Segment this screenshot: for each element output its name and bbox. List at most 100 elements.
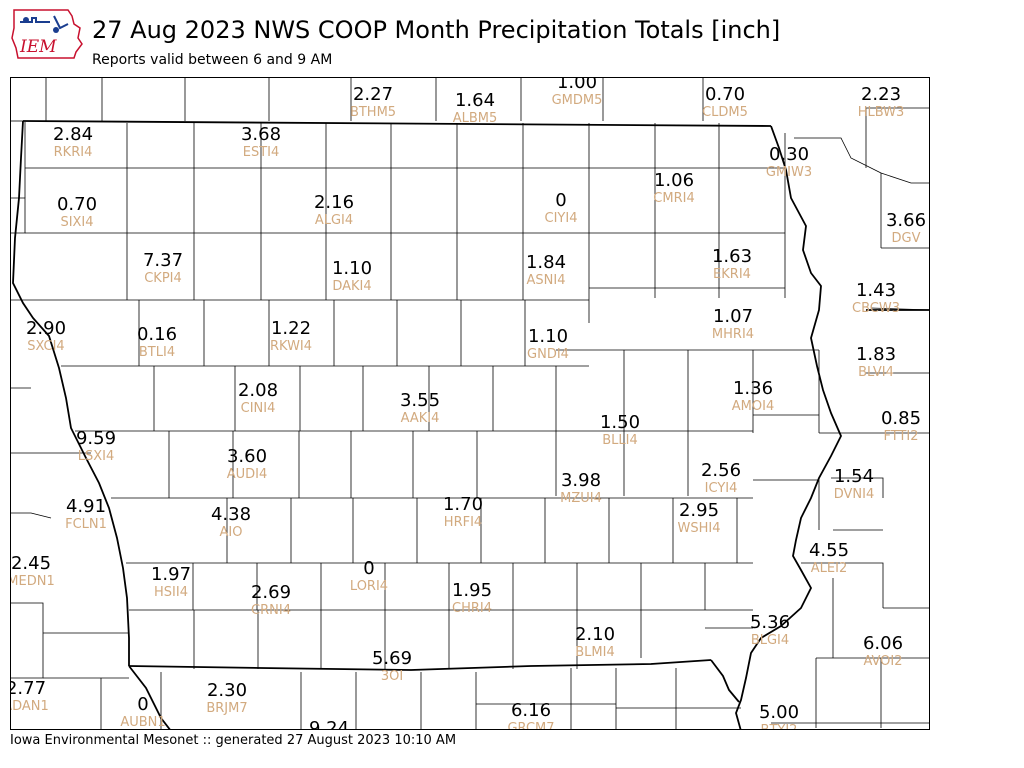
station-label: 5.00BTYI2 xyxy=(759,704,799,730)
station-id: AUDI4 xyxy=(226,467,268,482)
station-id: ALEI2 xyxy=(810,561,848,576)
precip-value: 1.10 xyxy=(527,326,569,347)
precip-value: 1.84 xyxy=(525,252,567,273)
station-id: 3OI xyxy=(380,669,404,684)
station-label: 2.45 MEDN1 xyxy=(10,555,55,589)
station-label: 9.24 xyxy=(309,720,349,730)
station-id: MHRI4 xyxy=(711,327,755,342)
county-borders xyxy=(11,78,929,729)
station-id: CRNI4 xyxy=(251,603,291,618)
station-label: 4.55 ALEI2 xyxy=(808,540,850,576)
station-id: GMIW3 xyxy=(765,165,813,180)
station-label: 3.68 ESTI4 xyxy=(240,124,282,160)
station-id: CKPI4 xyxy=(144,271,182,286)
precip-value: 2.69 xyxy=(250,582,292,603)
station-id: MEDN1 xyxy=(10,574,55,589)
station-id: ICYI4 xyxy=(704,481,738,496)
station-id: CHRI4 xyxy=(451,601,492,616)
precip-value: 1.50 xyxy=(599,412,641,433)
precip-value: 0.85 xyxy=(880,408,922,429)
station-label: 3.66 DGV xyxy=(886,212,926,246)
precip-value: 5.00 xyxy=(758,702,800,723)
station-label: 7.37 CKPI4 xyxy=(142,250,184,286)
map-title: 27 Aug 2023 NWS COOP Month Precipitation… xyxy=(92,16,781,44)
station-id: GNDI4 xyxy=(527,347,569,362)
station-label: 0.70 CLDM5 xyxy=(702,86,748,120)
precip-value: 2.90 xyxy=(25,318,67,339)
station-id: AIO xyxy=(219,525,243,540)
station-label: 2.10 BLMI4 xyxy=(575,626,615,660)
map-subtitle: Reports valid between 6 and 9 AM xyxy=(92,52,333,68)
precip-value: 0.70 xyxy=(56,194,98,215)
station-label: 6.16 GRCM7 xyxy=(507,702,554,730)
precip-value: 2.95 xyxy=(678,500,720,521)
station-id: AMOI4 xyxy=(731,399,775,414)
precip-value: 3.55 xyxy=(399,390,441,411)
state-borders xyxy=(12,120,929,729)
station-label: 2.95 WSHI4 xyxy=(678,500,721,536)
precip-value: 4.55 xyxy=(808,540,850,561)
station-id: BTLI4 xyxy=(138,345,176,360)
station-id: LSXI4 xyxy=(77,449,115,464)
precip-value: 5.36 xyxy=(749,612,791,633)
station-label: 0.85 FTTI2 xyxy=(880,408,922,444)
precip-value: 2.16 xyxy=(313,192,355,213)
logo-text: IEM xyxy=(19,37,57,57)
station-label: 0 AUBN1 xyxy=(120,694,165,730)
station-id: CLDM5 xyxy=(702,105,748,120)
station-id: DAKI4 xyxy=(332,279,372,294)
station-id: ASNI4 xyxy=(526,273,566,288)
station-label: 5.36 BLGI4 xyxy=(749,612,791,648)
station-label: 1.36 AMOI4 xyxy=(731,380,775,414)
station-label: 2.16 ALGI4 xyxy=(313,192,355,228)
station-label: 1.00 GMDM5 xyxy=(552,77,603,107)
precip-value: 1.97 xyxy=(150,564,192,585)
precip-value: 6.06 xyxy=(862,633,904,654)
precip-value: 1.06 xyxy=(653,170,695,191)
precip-value: 1.64 xyxy=(454,90,496,111)
precip-value: 1.83 xyxy=(855,344,897,365)
station-label: 1.43 CBCW3 xyxy=(852,282,900,316)
station-label: 3.60 AUDI4 xyxy=(226,448,268,482)
precip-value: 7.37 xyxy=(142,250,184,271)
precip-value: 2.56 xyxy=(700,460,742,481)
station-label: 3.55 AAKI4 xyxy=(399,390,441,426)
precip-value: 4.38 xyxy=(210,504,252,525)
station-label: 4.91 FCLN1 xyxy=(65,496,107,532)
station-id: RKRI4 xyxy=(53,145,93,160)
station-label: 3.98 MZUI4 xyxy=(560,472,602,506)
station-label: 1.10 DAKI4 xyxy=(332,260,372,294)
station-id: BLVI4 xyxy=(858,365,894,380)
station-id: ALBM5 xyxy=(452,111,498,126)
precip-value: 0 xyxy=(363,558,375,579)
station-label: 2.27 BTHM5 xyxy=(350,86,396,120)
station-label: 1.63 EKRI4 xyxy=(712,248,752,282)
precip-value: 5.69 xyxy=(371,648,413,669)
station-id: HSII4 xyxy=(154,585,188,600)
precip-value: 9.59 xyxy=(75,428,117,449)
station-label: 1.50 BLLI4 xyxy=(599,412,641,448)
station-id: DVNI4 xyxy=(833,487,875,502)
precip-value: 0.16 xyxy=(136,324,178,345)
station-label: 1.06 CMRI4 xyxy=(653,170,695,206)
station-label: 4.38 AIO xyxy=(210,504,252,540)
precip-value: 3.68 xyxy=(240,124,282,145)
station-id: CMRI4 xyxy=(653,191,695,206)
station-label: 1.83 BLVI4 xyxy=(855,344,897,380)
station-label: 1.95 CHRI4 xyxy=(451,582,492,616)
precip-value: 1.70 xyxy=(442,494,484,515)
station-id: BRJM7 xyxy=(206,701,248,716)
station-label: 2.84 RKRI4 xyxy=(53,126,93,160)
station-id: SXCI4 xyxy=(27,339,65,354)
station-id: MZUI4 xyxy=(560,491,602,506)
station-label: 1.54 DVNI4 xyxy=(833,468,875,502)
station-id: FCLN1 xyxy=(65,517,107,532)
precip-value: 4.91 xyxy=(65,496,107,517)
station-label: 0.30 GMIW3 xyxy=(765,146,813,180)
precip-value: 1.00 xyxy=(556,77,598,93)
station-id: GRCM7 xyxy=(507,721,555,730)
precip-value: 6.16 xyxy=(510,700,552,721)
precip-value: 0 xyxy=(137,694,149,715)
station-label: 6.06 AVOI2 xyxy=(862,633,904,669)
station-id: ESTI4 xyxy=(242,145,280,160)
